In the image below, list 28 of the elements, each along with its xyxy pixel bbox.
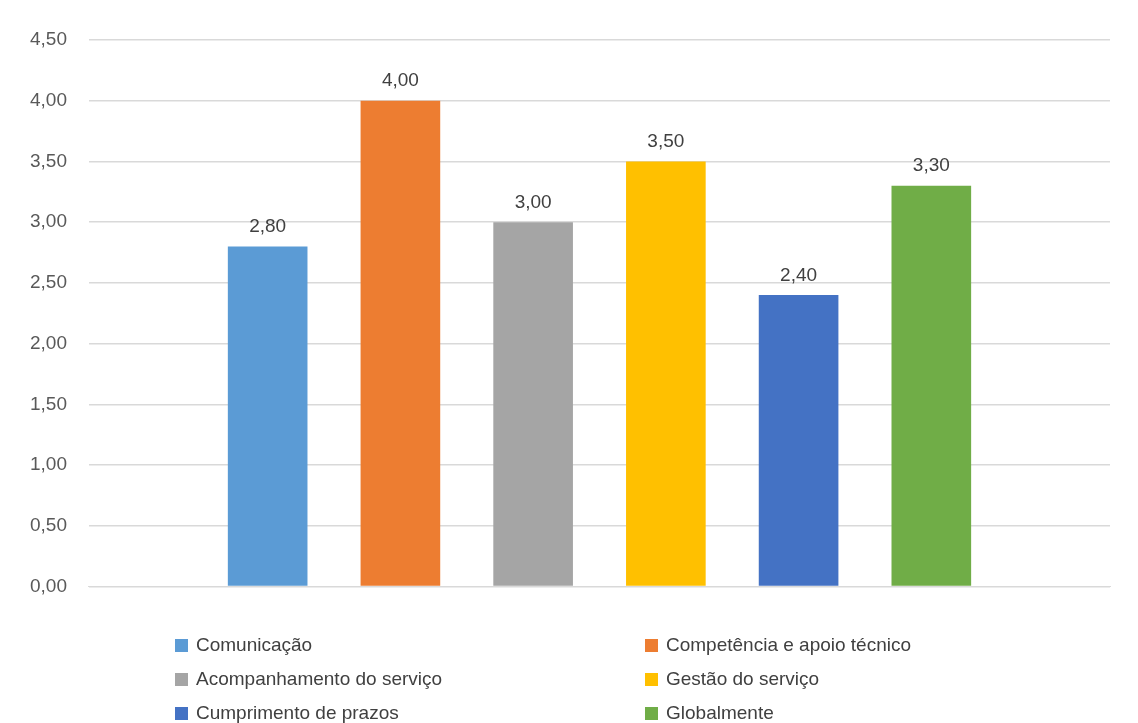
bar [891,185,972,586]
y-tick-label: 1,50 [30,392,67,414]
data-label: 4,00 [381,69,419,91]
legend-label: Cumprimento de prazos [196,702,399,723]
y-tick-label: 1,00 [30,453,67,475]
legend-label: Gestão do serviço [666,668,820,690]
y-tick-label: 4,00 [30,88,67,110]
legend-label: Comunicação [196,634,313,656]
data-label: 2,40 [780,263,818,285]
y-tick-label: 3,00 [30,210,67,232]
y-tick-label: 4,50 [30,28,67,50]
bar [360,100,441,586]
bar [758,295,839,586]
legend-label: Globalmente [666,702,774,723]
data-label: 3,00 [514,190,552,212]
bar [493,222,573,586]
data-label: 2,80 [249,215,287,237]
y-tick-label: 0,50 [30,514,67,536]
y-tick-label: 0,00 [30,574,67,596]
data-label: 3,50 [647,130,685,152]
legend-label: Acompanhamento do serviço [196,668,443,690]
y-tick-label: 3,50 [30,149,67,171]
legend-label: Competência e apoio técnico [666,634,912,656]
data-label: 3,30 [912,154,950,176]
y-tick-label: 2,00 [30,331,67,353]
bar [227,246,308,586]
bar [626,161,706,586]
y-tick-label: 2,50 [30,271,67,293]
